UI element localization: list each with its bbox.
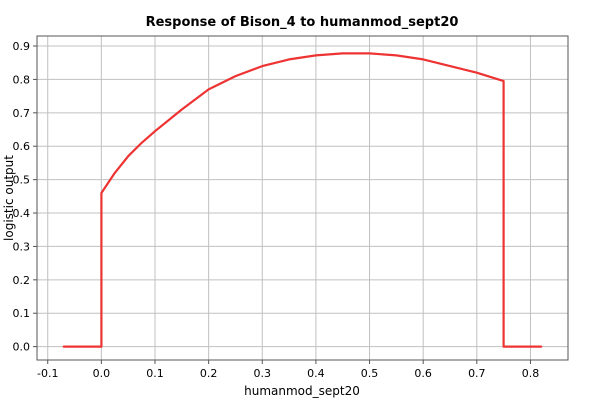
x-tick-label: 0.0: [93, 367, 111, 380]
x-tick-label: 0.1: [146, 367, 164, 380]
y-tick-label: 0.2: [13, 274, 31, 287]
x-tick-label: 0.5: [361, 367, 379, 380]
x-tick-label: -0.1: [37, 367, 58, 380]
plot-border: [36, 35, 569, 361]
plot-area: -0.1 0.0 0.1 0.2 0.3 0.4 0.5 0.6 0.7 0.8 0.0 0.1 0.2…: [13, 35, 569, 380]
x-tick-label: 0.8: [522, 367, 540, 380]
response-curve: [62, 52, 543, 348]
y-tick-label: 0.1: [13, 307, 31, 320]
y-tick-label: 0.6: [13, 140, 31, 153]
x-axis-label: humanmod_sept20: [244, 384, 360, 398]
y-tick-label: 0.7: [13, 107, 31, 120]
x-tick-label: 0.3: [254, 367, 272, 380]
y-axis-label: logistic output: [2, 155, 16, 241]
x-tick-label: 0.6: [414, 367, 432, 380]
chart-title: Response of Bison_4 to humanmod_sept20: [146, 15, 459, 30]
y-tick-label: 0.5: [13, 174, 31, 187]
x-tick-label: 0.4: [307, 367, 325, 380]
x-tick-label: 0.2: [200, 367, 218, 380]
plot-background: [37, 36, 568, 360]
y-tick-label: 0.8: [13, 73, 31, 86]
y-tick-label: 0.3: [13, 240, 31, 253]
x-tick-label: 0.7: [468, 367, 486, 380]
y-tick-label: 0.4: [13, 207, 31, 220]
y-tick-label: 0.9: [13, 40, 31, 53]
y-tick-label: 0.0: [13, 341, 31, 354]
